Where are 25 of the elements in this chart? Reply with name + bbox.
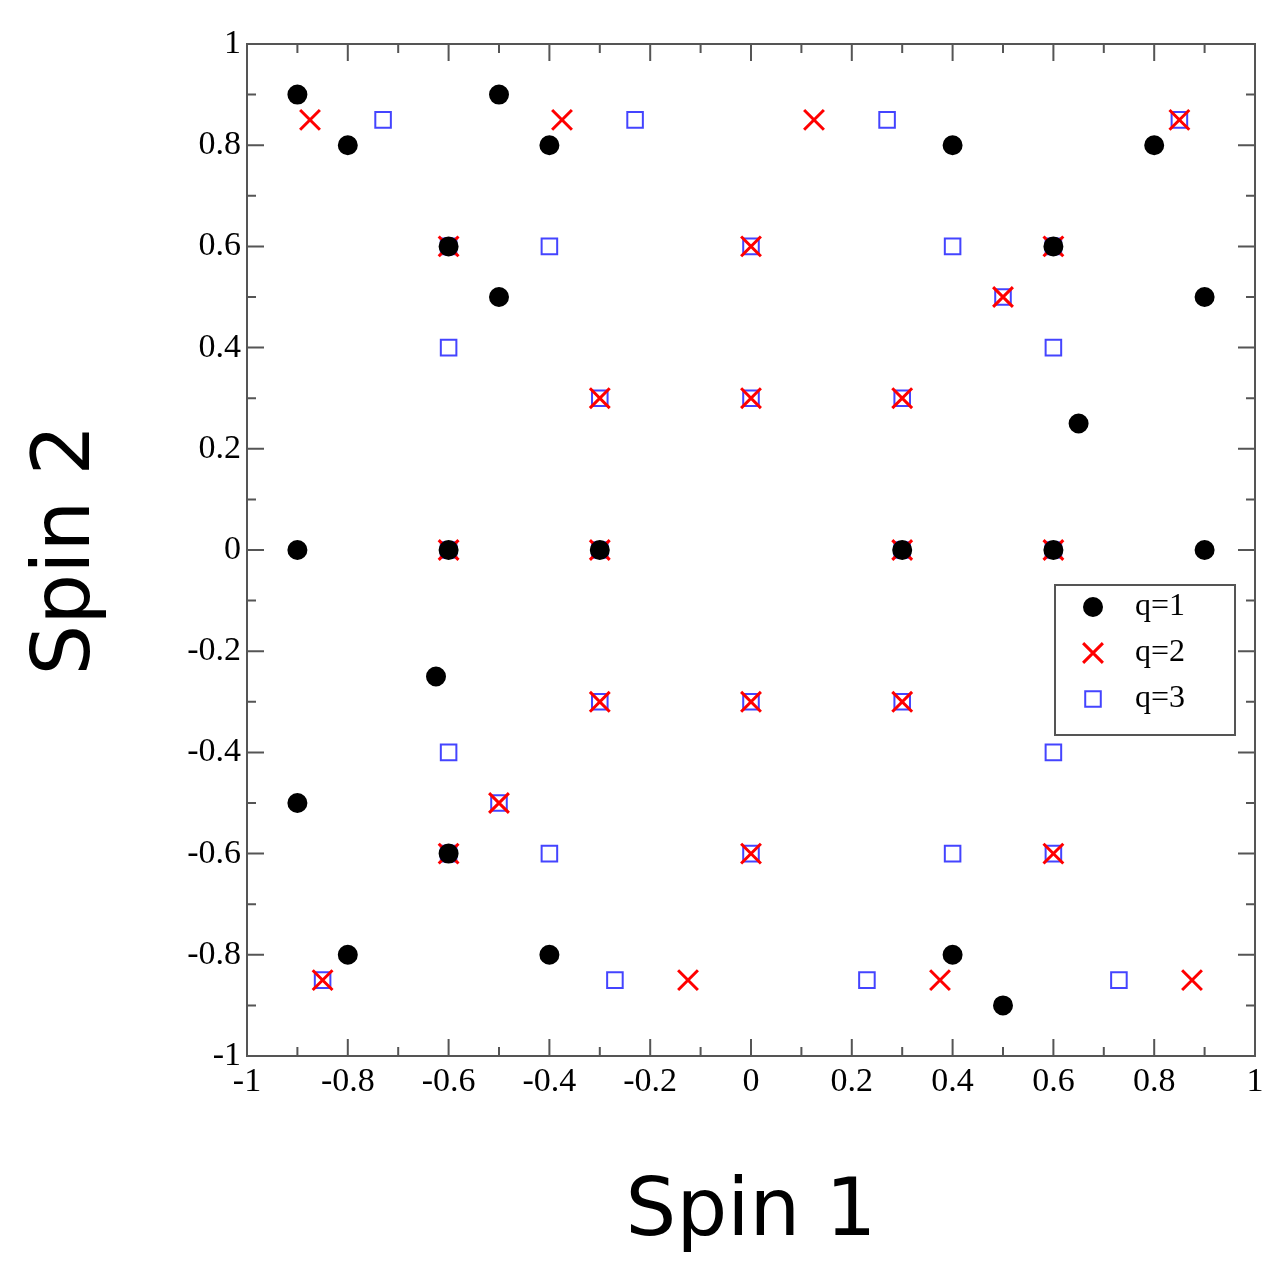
legend-label: q=3: [1135, 678, 1186, 715]
legend-label: q=1: [1135, 586, 1186, 623]
x-tick-label: 0.8: [1132, 1061, 1176, 1099]
y-tick-label: 0.2: [198, 427, 241, 465]
y-tick-label: 1: [224, 22, 241, 60]
y-tick-label: -0.6: [187, 832, 241, 870]
x-tick-label: -0.2: [623, 1061, 678, 1099]
x-tick-label: 0.2: [830, 1061, 874, 1099]
y-tick-label: 0: [224, 528, 241, 566]
y-tick-label: 0.6: [198, 225, 241, 263]
x-tick-label: -0.4: [522, 1061, 577, 1099]
x-axis-title: Spin 1: [625, 1160, 877, 1254]
y-tick-label: 0.8: [198, 124, 241, 162]
legend-label: q=2: [1135, 632, 1186, 669]
y-tick-label: -0.4: [187, 731, 241, 769]
x-tick-label: 1: [1246, 1061, 1264, 1099]
y-tick-label: -0.8: [187, 933, 241, 971]
x-tick-label: 0: [742, 1061, 760, 1099]
y-tick-label: 0.4: [198, 326, 241, 364]
y-axis-title: Spin 2: [14, 424, 108, 676]
x-tick-label: 0.6: [1032, 1061, 1075, 1099]
y-tick-label: -0.2: [187, 630, 241, 668]
x-tick-label: -0.8: [320, 1061, 375, 1099]
x-tick-label: 0.4: [931, 1061, 974, 1099]
x-tick-label: -0.6: [421, 1061, 476, 1099]
